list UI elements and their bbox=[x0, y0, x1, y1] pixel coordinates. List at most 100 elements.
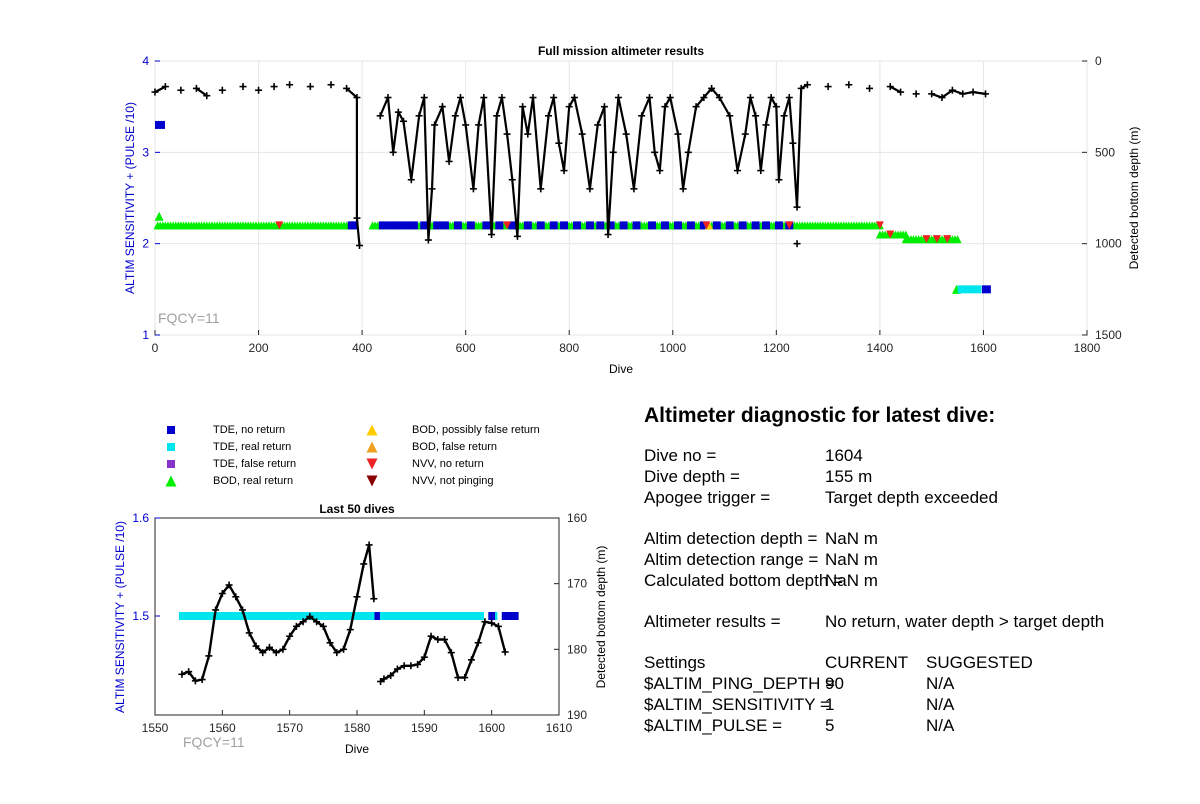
x-tick-label: 1590 bbox=[411, 721, 438, 735]
depth-marker bbox=[503, 130, 511, 138]
depth-marker bbox=[565, 103, 573, 111]
tde-no-return-marker bbox=[725, 221, 734, 230]
detection-depth-value: NaN m bbox=[825, 529, 878, 548]
tde-no-return-marker bbox=[712, 221, 721, 230]
tde-no-return-marker bbox=[673, 221, 682, 230]
depth-marker bbox=[365, 541, 373, 549]
tde-no-return-marker bbox=[409, 221, 418, 230]
nvv-no-return-marker bbox=[875, 221, 884, 230]
top-chart-title: Full mission altimeter results bbox=[538, 44, 704, 58]
depth-marker bbox=[456, 94, 464, 102]
depth-marker bbox=[537, 185, 545, 193]
depth-marker bbox=[529, 94, 537, 102]
legend-item: BOD, real return bbox=[213, 475, 293, 487]
nvv-no-return-marker bbox=[886, 230, 895, 239]
depth-marker bbox=[394, 108, 402, 116]
depth-marker bbox=[775, 176, 783, 184]
legend-item: TDE, no return bbox=[213, 424, 285, 436]
depth-marker bbox=[212, 606, 220, 614]
legend-item: TDE, false return bbox=[213, 458, 296, 470]
depth-marker bbox=[265, 643, 273, 651]
depth-marker bbox=[467, 656, 475, 664]
depth-marker bbox=[393, 665, 401, 673]
depth-marker bbox=[400, 662, 408, 670]
depth-marker bbox=[306, 613, 314, 620]
tde-no-return-marker bbox=[738, 221, 747, 230]
tde-no-return-marker bbox=[560, 221, 569, 230]
depth-marker bbox=[494, 622, 502, 630]
nvv-no-return-marker bbox=[922, 235, 931, 244]
legend-label: TDE, real return bbox=[213, 441, 292, 453]
depth-marker bbox=[656, 167, 664, 175]
depth-marker bbox=[938, 94, 946, 102]
depth-marker bbox=[524, 130, 532, 138]
x-tick-label: 200 bbox=[249, 341, 269, 355]
depth-marker bbox=[708, 84, 716, 92]
bottom-fqcy-annotation: FQCY=11 bbox=[183, 734, 245, 750]
depth-marker bbox=[481, 618, 489, 626]
depth-marker bbox=[252, 642, 260, 650]
y2-tick-label: 170 bbox=[567, 577, 587, 591]
top-x-label: Dive bbox=[609, 362, 633, 376]
bottom-y2-label: Detected bottom depth (m) bbox=[594, 546, 608, 689]
depth-marker bbox=[272, 649, 280, 657]
sensitivity-current: 1 bbox=[825, 695, 835, 714]
nvv-no-return-marker bbox=[275, 221, 284, 230]
x-tick-label: 1000 bbox=[659, 341, 686, 355]
nvv-no-return-marker bbox=[503, 221, 512, 230]
depth-marker bbox=[451, 112, 459, 120]
depth-marker bbox=[313, 618, 321, 626]
legend-marker bbox=[366, 475, 378, 487]
results-value: No return, water depth > target depth bbox=[825, 612, 1105, 631]
legend-item: NVV, no return bbox=[412, 458, 484, 470]
depth-marker bbox=[785, 94, 793, 102]
depth-marker bbox=[969, 88, 977, 96]
depth-marker bbox=[333, 649, 341, 657]
tde-no-return-marker bbox=[596, 221, 605, 230]
depth-marker bbox=[387, 672, 395, 680]
depth-marker bbox=[508, 176, 516, 184]
depth-marker bbox=[279, 645, 287, 653]
depth-marker bbox=[645, 94, 653, 102]
depth-marker bbox=[356, 241, 364, 249]
depth-marker bbox=[178, 670, 186, 678]
depth-marker bbox=[474, 639, 482, 647]
legend-label: BOD, real return bbox=[213, 475, 294, 487]
tde-no-return-marker bbox=[466, 221, 475, 230]
depth-marker bbox=[734, 167, 741, 175]
depth-marker bbox=[286, 81, 294, 89]
tde-no-return-marker bbox=[774, 221, 783, 230]
depth-marker bbox=[726, 112, 734, 120]
dive-depth-label: Dive depth = bbox=[644, 467, 740, 486]
depth-marker bbox=[454, 674, 462, 682]
depth-marker bbox=[746, 94, 754, 102]
y2-tick-label: 190 bbox=[567, 708, 587, 722]
legend-marker bbox=[167, 426, 175, 434]
legend-marks bbox=[165, 424, 378, 487]
tde-no-return-marker bbox=[572, 221, 581, 230]
depth-marker bbox=[661, 103, 669, 111]
tde-no-return-marker bbox=[433, 221, 442, 230]
y2-tick-label: 1500 bbox=[1095, 328, 1122, 342]
results-label: Altimeter results = bbox=[644, 612, 781, 631]
depth-marker bbox=[431, 121, 439, 129]
depth-marker bbox=[666, 94, 674, 102]
depth-marker bbox=[600, 103, 608, 111]
tde-no-return-marker bbox=[386, 221, 395, 230]
tde-no-return-marker bbox=[661, 221, 670, 230]
depth-marker bbox=[299, 618, 307, 626]
bottom-x-label: Dive bbox=[345, 742, 369, 756]
depth-marker bbox=[560, 167, 568, 175]
tde-no-return-marker bbox=[374, 612, 380, 620]
bottom-y-label: ALTIM SENSITIVITY + (PULSE /10) bbox=[113, 521, 127, 713]
y2-tick-label: 1000 bbox=[1095, 237, 1122, 251]
depth-marker bbox=[959, 90, 967, 98]
tde-no-return-marker bbox=[453, 221, 462, 230]
x-tick-label: 1610 bbox=[546, 721, 573, 735]
y2-tick-label: 180 bbox=[567, 642, 587, 656]
legend-marker bbox=[167, 460, 175, 468]
depth-marker bbox=[191, 677, 199, 685]
bottom-ticks: 1550 1560 1570 1580 1590 1600 1610 1.6 1.5 160 170… bbox=[132, 511, 587, 735]
legend-label: NVV, not pinging bbox=[412, 475, 494, 487]
depth-marker bbox=[414, 660, 422, 668]
